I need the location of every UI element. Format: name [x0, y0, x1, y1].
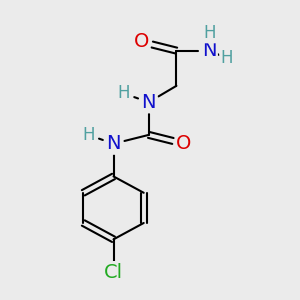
- Text: H: H: [82, 126, 94, 144]
- Text: N: N: [202, 41, 216, 60]
- Text: O: O: [176, 134, 192, 153]
- Text: H: H: [203, 24, 215, 42]
- Text: O: O: [134, 32, 149, 51]
- Text: N: N: [142, 93, 156, 112]
- Text: H: H: [117, 84, 130, 102]
- Text: N: N: [106, 134, 121, 153]
- Text: Cl: Cl: [104, 262, 123, 282]
- Text: H: H: [220, 49, 233, 67]
